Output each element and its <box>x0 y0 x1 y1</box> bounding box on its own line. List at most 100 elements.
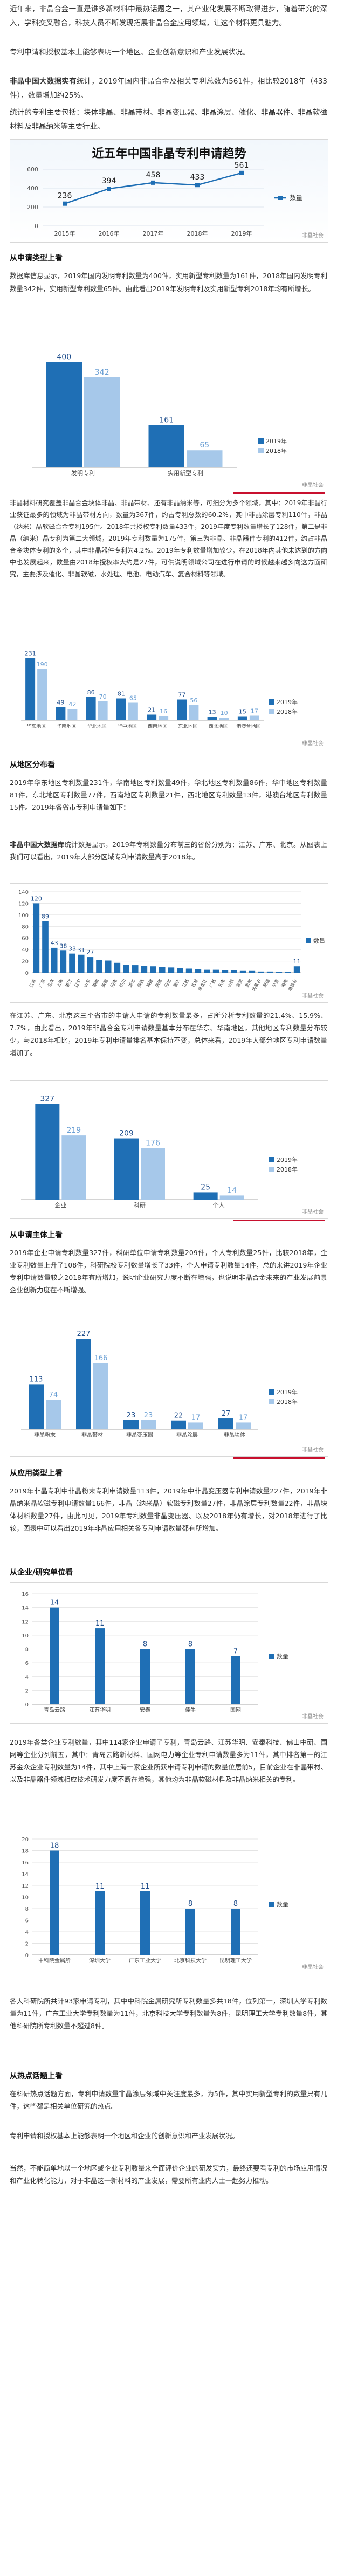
data-label: 86 <box>87 689 95 696</box>
y-tick-label: 60 <box>22 936 29 942</box>
source-lead: 非晶中国大数据实有 <box>10 77 77 86</box>
x-tick-label: 安徽 <box>100 978 109 988</box>
data-label: 16 <box>160 708 167 715</box>
x-tick-label: 港澳台 <box>287 978 298 992</box>
hot-paragraph: 在科研热点话题方面，专利申请数量非晶涂层领域中关注度最多，为5件，其中实用新型专… <box>10 2090 327 2110</box>
x-tick-label: 河南 <box>109 978 118 988</box>
x-tick-label: 实用新型专利 <box>168 469 203 477</box>
legend-swatch <box>258 448 264 453</box>
legend-label: 2019年 <box>277 698 298 706</box>
bar <box>114 962 121 973</box>
field-paragraph: 非晶材料研究覆盖非晶合金块体非晶、非晶带材、还有非晶纳米等，可细分为多个领域，其… <box>10 499 327 578</box>
bar <box>177 699 187 720</box>
bar <box>93 1363 108 1429</box>
y-tick-label: 140 <box>18 890 29 896</box>
x-tick-label: 黑龙江 <box>197 978 208 992</box>
bar <box>195 969 202 973</box>
bar <box>222 970 229 973</box>
bar <box>50 1850 59 1955</box>
bar <box>35 1104 60 1200</box>
bar <box>231 970 237 973</box>
x-tick-label: 2017年 <box>143 230 164 237</box>
scope-paragraph: 统计的专利主要包括：块体非晶、非晶带材、非晶变压器、非晶涂层、催化、非晶器件、非… <box>10 108 327 131</box>
x-tick-label: 辽宁 <box>73 978 82 988</box>
divider-line <box>233 1220 325 1221</box>
bar <box>148 425 184 467</box>
y-tick-label: 200 <box>27 204 38 211</box>
data-label: 190 <box>37 661 48 668</box>
bar <box>46 362 82 467</box>
x-tick-label: 华东地区 <box>26 723 46 729</box>
data-label: 38 <box>59 942 67 949</box>
data-label: 458 <box>146 171 161 180</box>
bar <box>86 697 96 720</box>
data-label: 231 <box>25 650 36 657</box>
bar <box>42 921 49 973</box>
legend-swatch <box>306 938 311 943</box>
watermark: 非晶社会 <box>302 233 324 239</box>
bar <box>231 1909 240 1955</box>
company-svg: 0 2 4 6 8 10 12 14 16 14 青岛云路 11 江苏华明 8 安泰 8 佳牛 7 国网 数量 <box>22 1592 288 1713</box>
section-title-application: 从应用类型上看 <box>10 1469 63 1478</box>
bar <box>188 1422 203 1429</box>
data-label: 49 <box>57 699 64 706</box>
closing-paragraph: 当然，不能简单地以一个地区或企业专利数量来全面评价企业的研发实力，最终还要看专利… <box>10 2164 327 2185</box>
y-tick-label: 0 <box>35 223 38 230</box>
bar <box>123 965 129 973</box>
data-label: 11 <box>95 1620 105 1628</box>
bar <box>95 1628 105 1704</box>
source-lead-2: 非晶中国大数据库 <box>10 841 65 849</box>
bar <box>141 1420 156 1429</box>
x-tick-label: 科研 <box>134 1201 146 1209</box>
watermark: 非晶社会 <box>302 483 324 488</box>
trend-svg: 0 200 400 600 236 394 458 433 561 2015年 2016年 2017年… <box>27 161 302 237</box>
bar <box>33 903 40 973</box>
bar <box>98 701 108 720</box>
legend-label: 2018年 <box>266 447 287 454</box>
x-tick-label: 云南 <box>217 978 226 988</box>
watermark: 非晶社会 <box>302 1447 324 1453</box>
legend-swatch <box>269 699 274 705</box>
bar <box>276 972 283 973</box>
data-label: 81 <box>118 691 125 698</box>
x-tick-label: 非晶带材 <box>81 1431 103 1438</box>
bar <box>84 377 120 467</box>
legend-label: 数量 <box>277 1901 288 1908</box>
legend-label: 2019年 <box>266 437 287 445</box>
y-tick-label: 0 <box>25 1953 29 1959</box>
x-tick-label: 湖北 <box>128 979 136 988</box>
data-label: 31 <box>78 947 85 954</box>
y-tick-label: 14 <box>22 1872 29 1878</box>
bar <box>159 716 169 720</box>
data-point <box>151 180 155 185</box>
intro-paragraph-2: 专利申请和授权基本上能够表明一个地区、企业创新意识和产业发展状况。 <box>10 48 250 57</box>
x-tick-label: 国网 <box>230 1707 241 1713</box>
bar <box>141 1148 165 1200</box>
bar <box>60 950 67 973</box>
x-tick-label: 华南地区 <box>57 723 76 729</box>
bar <box>69 953 75 973</box>
data-point <box>107 187 111 191</box>
data-label: 209 <box>119 1129 134 1138</box>
data-label: 10 <box>221 710 228 717</box>
data-label: 219 <box>66 1126 81 1135</box>
data-point <box>63 201 67 206</box>
section-title-company: 从企业/研究单位看 <box>10 1568 73 1577</box>
x-tick-label: 河北 <box>163 978 172 988</box>
x-tick-label: 新疆 <box>262 978 271 988</box>
x-tick-label: 企业 <box>54 1201 66 1209</box>
bar <box>237 716 247 720</box>
x-tick-label: 江苏华明 <box>89 1706 111 1713</box>
y-tick-label: 14 <box>22 1606 29 1611</box>
y-tick-label: 10 <box>22 1633 29 1639</box>
x-tick-label: 湖南 <box>91 978 100 988</box>
legend-swatch <box>269 1157 274 1162</box>
x-tick-label: 华北地区 <box>87 723 107 729</box>
data-label: 13 <box>209 709 216 716</box>
x-tick-label: 甘肃 <box>235 978 244 988</box>
x-tick-label: 2016年 <box>99 230 120 237</box>
bar <box>46 1400 61 1429</box>
data-label: 400 <box>57 353 71 361</box>
x-tick-label: 华中地区 <box>118 723 137 729</box>
x-tick-label: 四川 <box>119 979 127 988</box>
